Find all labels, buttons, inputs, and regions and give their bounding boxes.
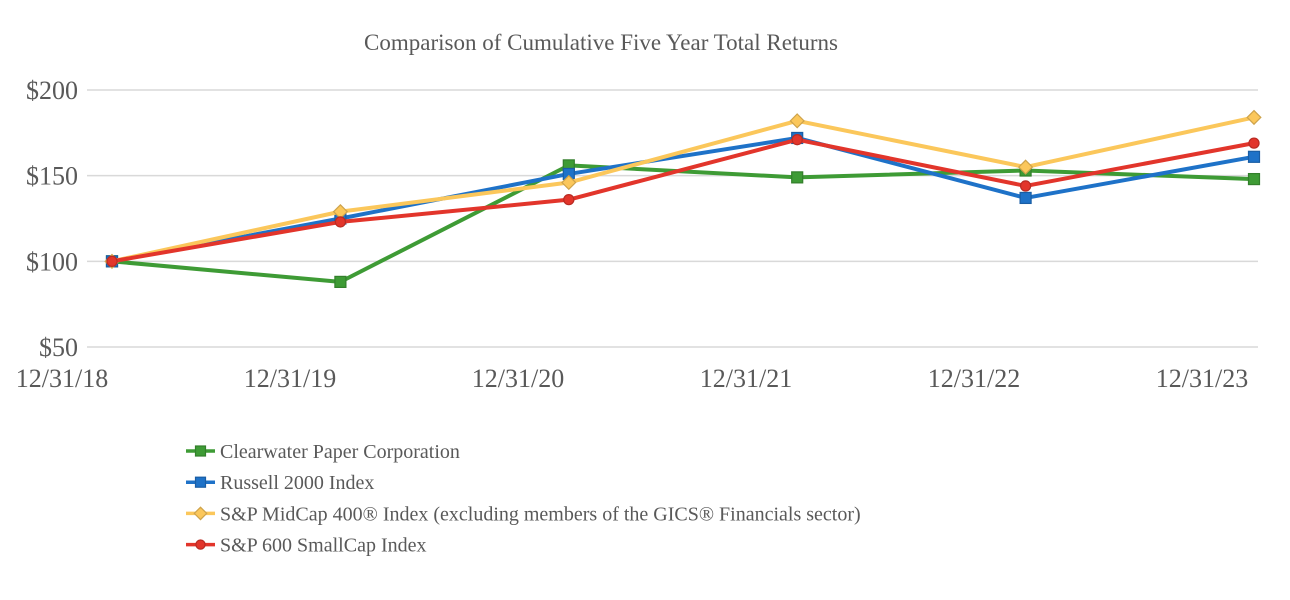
x-axis-tick-label: 12/31/23 [1156,364,1248,393]
chart-title: Comparison of Cumulative Five Year Total… [364,30,838,55]
legend-marker [195,539,206,550]
y-axis-tick-label: $150 [26,162,78,191]
data-point-marker [1246,109,1262,126]
data-point-marker [1019,191,1032,205]
data-point-marker [1019,180,1032,192]
data-point-marker [791,171,804,184]
legend-label: S&P MidCap 400® Index (excluding members… [220,503,861,525]
data-point-marker [1247,172,1261,186]
legend-marker [194,476,207,488]
series-s-p-600-smallcap-index [106,134,1260,267]
legend-label: Russell 2000 Index [220,472,374,494]
data-point-marker [334,216,347,228]
data-point-marker [563,193,575,206]
gridlines [87,89,1258,348]
legend-item-clearwater-paper-corporation: Clearwater Paper Corporation [186,441,460,463]
data-point-marker [1248,137,1260,149]
x-axis-tick-label: 12/31/20 [472,364,564,393]
series-line [110,135,1256,264]
y-axis-tick-label: $200 [26,76,78,105]
y-axis-tick-label: $50 [39,333,78,362]
legend-item-russell-2000-index: Russell 2000 Index [186,472,374,494]
series-line [110,115,1256,264]
legend-item-s-p-600-smallcap-index: S&P 600 SmallCap Index [186,535,426,557]
x-axis-tick-label: 12/31/21 [700,364,792,393]
y-axis-tick-labels: $200 $150 $100 $50 [26,76,78,362]
x-axis-tick-label: 12/31/19 [244,364,336,393]
legend-marker [194,445,207,457]
data-point-marker [1017,159,1034,175]
data-point-marker [106,255,118,267]
x-axis-tick-label: 12/31/22 [928,364,1020,393]
y-axis-tick-label: $100 [26,247,78,276]
legend-label: S&P 600 SmallCap Index [220,535,426,557]
x-axis-tick-label: 12/31/18 [16,364,108,393]
data-point-marker [1247,150,1261,163]
x-axis-tick-labels: 12/31/18 12/31/19 12/31/20 12/31/21 12/31/22… [16,364,1248,393]
data-point-marker [561,174,577,191]
legend-marker [193,506,208,521]
data-point-marker [334,275,347,288]
data-point-marker [791,134,803,146]
data-point-marker [789,113,805,129]
series-layer [104,109,1262,288]
series-line [110,137,1256,264]
legend-item-s-p-midcap-400-index-excluding-members-o: S&P MidCap 400® Index (excluding members… [186,503,861,525]
legend-label: Clearwater Paper Corporation [220,441,460,463]
series-s-p-midcap-400-index-excluding-members-o [104,109,1262,269]
chart-legend: Clearwater Paper Corporation Russell 2000… [186,441,861,557]
